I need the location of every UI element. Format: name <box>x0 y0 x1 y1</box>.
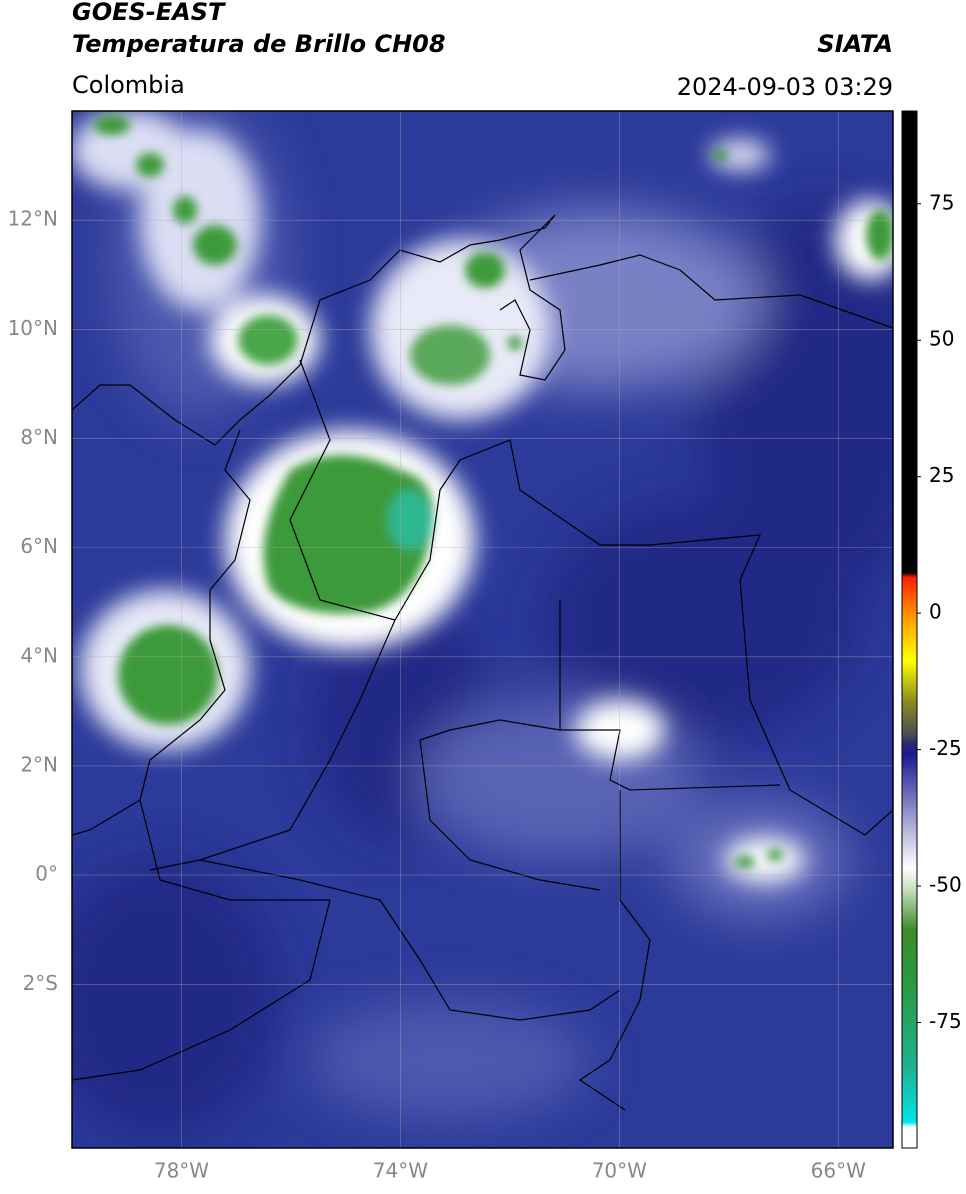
title-line2: Temperatura de Brillo CH08 <box>72 30 446 58</box>
brand: SIATA <box>817 30 893 58</box>
lat-tick-label: 2°N <box>20 752 58 776</box>
colorbar-tick-label: -50 <box>929 873 962 897</box>
lat-tick-label: 6°N <box>20 534 58 558</box>
colorbar-tick-label: 75 <box>929 190 954 214</box>
lon-tick-label: 66°W <box>811 1159 866 1183</box>
colorbar-tick-label: 0 <box>929 600 942 624</box>
lat-tick-label: 2°S <box>23 971 58 995</box>
colorbar-tick-label: 50 <box>929 327 954 351</box>
title-line1: GOES-EAST <box>72 0 226 26</box>
coastlines <box>72 214 893 1111</box>
lat-tick-label: 8°N <box>20 425 58 449</box>
colorbar-tick-label: -75 <box>929 1009 962 1033</box>
lat-tick-label: 12°N <box>8 207 58 231</box>
satellite-image <box>72 111 893 1148</box>
datetime: 2024-09-03 03:29 <box>677 73 893 101</box>
region: Colombia <box>72 71 185 99</box>
lat-tick-label: 10°N <box>8 316 58 340</box>
map-frame <box>71 110 894 1149</box>
colorbar <box>901 110 918 1149</box>
lon-tick-label: 78°W <box>154 1159 209 1183</box>
colorbar-tick-label: -25 <box>929 736 962 760</box>
grid <box>72 111 893 1148</box>
colorbar-tick-label: 25 <box>929 463 954 487</box>
lon-tick-label: 70°W <box>592 1159 647 1183</box>
lat-tick-label: 0° <box>35 862 58 886</box>
lat-tick-label: 4°N <box>20 643 58 667</box>
lon-tick-label: 74°W <box>373 1159 428 1183</box>
